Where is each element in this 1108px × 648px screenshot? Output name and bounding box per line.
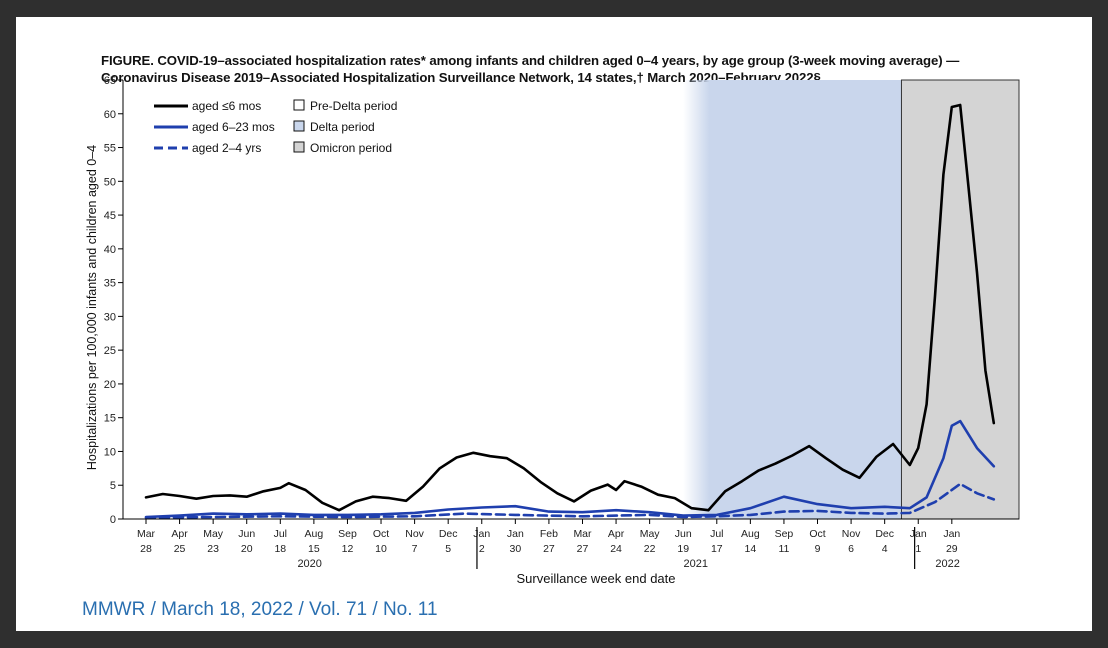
x-tick-month: Jan bbox=[943, 528, 960, 540]
legend-swatch-period-2 bbox=[293, 120, 305, 132]
x-tick-day: 24 bbox=[610, 543, 622, 555]
x-tick-day: 7 bbox=[412, 543, 418, 555]
x-tick-month: Nov bbox=[405, 528, 424, 540]
legend-label-series-3: aged 2–4 yrs bbox=[192, 141, 261, 155]
x-tick-day: 6 bbox=[848, 543, 854, 555]
figure-panel: FIGURE. COVID-19–associated hospitalizat… bbox=[16, 17, 1092, 631]
x-tick-month: Nov bbox=[842, 528, 861, 540]
x-tick-day: 29 bbox=[946, 543, 958, 555]
legend: aged ≤6 mos aged 6–23 mos aged 2–4 yrs Pre-… bbox=[154, 99, 397, 155]
x-tick-month: Jul bbox=[274, 528, 287, 540]
y-tick-label: 10 bbox=[104, 446, 116, 458]
x-tick-month: May bbox=[640, 528, 661, 540]
axes: 05101520253035404550556065Hospitalizatio… bbox=[85, 75, 1019, 586]
x-tick-month: Mar bbox=[137, 528, 156, 540]
x-tick-month: Jun bbox=[675, 528, 692, 540]
x-tick-month: Jan bbox=[507, 528, 524, 540]
x-tick-day: 5 bbox=[445, 543, 451, 555]
x-tick-month: Jan bbox=[910, 528, 927, 540]
delta-periodband bbox=[683, 80, 902, 519]
legend-label-series-1: aged ≤6 mos bbox=[192, 99, 261, 113]
legend-swatch-period-1 bbox=[293, 99, 305, 111]
x-tick-day: 18 bbox=[274, 543, 286, 555]
y-tick-label: 25 bbox=[104, 345, 116, 357]
x-tick-month: Sep bbox=[775, 528, 794, 540]
x-tick-day: 14 bbox=[745, 543, 757, 555]
x-tick-month: Oct bbox=[373, 528, 389, 540]
x-axis-title: Surveillance week end date bbox=[517, 571, 676, 586]
x-tick-month: Dec bbox=[439, 528, 458, 540]
year-label: 2021 bbox=[684, 558, 708, 570]
y-axis-title: Hospitalizations per 100,000 infants and… bbox=[85, 145, 99, 470]
x-tick-month: Jul bbox=[710, 528, 723, 540]
x-tick-month: Apr bbox=[171, 528, 188, 540]
x-tick-month: Feb bbox=[540, 528, 558, 540]
legend-label-period-2: Delta period bbox=[310, 120, 375, 134]
legend-label-series-2: aged 6–23 mos bbox=[192, 120, 275, 134]
line-chart: 05101520253035404550556065Hospitalizatio… bbox=[85, 75, 1020, 586]
year-label: 2022 bbox=[935, 558, 959, 570]
x-tick-month: Aug bbox=[305, 528, 324, 540]
y-tick-label: 30 bbox=[104, 311, 116, 323]
x-tick-month: Jun bbox=[238, 528, 255, 540]
x-tick-day: 28 bbox=[140, 543, 152, 555]
y-tick-label: 15 bbox=[104, 413, 116, 425]
y-tick-label: 60 bbox=[104, 109, 116, 121]
year-label: 2020 bbox=[297, 558, 321, 570]
x-tick-month: Aug bbox=[741, 528, 760, 540]
x-tick-day: 9 bbox=[815, 543, 821, 555]
x-tick-day: 2 bbox=[479, 543, 485, 555]
y-tick-label: 35 bbox=[104, 278, 116, 290]
chart-title-line-2: Coronavirus Disease 2019–Associated Hosp… bbox=[101, 70, 821, 85]
x-tick-day: 1 bbox=[915, 543, 921, 555]
x-tick-day: 19 bbox=[677, 543, 689, 555]
omicron-periodband bbox=[901, 80, 1019, 519]
x-tick-month: Jan bbox=[473, 528, 490, 540]
citation: MMWR / March 18, 2022 / Vol. 71 / No. 11 bbox=[82, 599, 438, 620]
chart-title-line-1: FIGURE. COVID-19–associated hospitalizat… bbox=[101, 53, 960, 68]
series-line-1 bbox=[144, 103, 996, 512]
legend-label-period-1: Pre-Delta period bbox=[310, 99, 397, 113]
x-tick-day: 27 bbox=[543, 543, 555, 555]
x-tick-day: 23 bbox=[207, 543, 219, 555]
y-tick-label: 5 bbox=[110, 480, 116, 492]
legend-label-period-3: Omicron period bbox=[310, 141, 392, 155]
x-tick-month: Oct bbox=[809, 528, 825, 540]
x-tick-day: 4 bbox=[882, 543, 888, 555]
x-tick-day: 22 bbox=[644, 543, 656, 555]
y-tick-label: 55 bbox=[104, 143, 116, 155]
series-lines bbox=[144, 103, 996, 519]
y-tick-label: 40 bbox=[104, 244, 116, 256]
y-tick-label: 20 bbox=[104, 379, 116, 391]
y-tick-label: 50 bbox=[104, 176, 116, 188]
x-tick-day: 12 bbox=[342, 543, 354, 555]
x-tick-day: 10 bbox=[375, 543, 387, 555]
x-tick-day: 27 bbox=[577, 543, 589, 555]
x-tick-month: Mar bbox=[573, 528, 592, 540]
legend-swatch-period-3 bbox=[293, 141, 305, 153]
period-bands bbox=[683, 79, 1020, 520]
series-line-3 bbox=[144, 482, 996, 519]
y-tick-label: 65 bbox=[104, 75, 116, 87]
y-tick-label: 0 bbox=[110, 514, 116, 526]
x-tick-day: 25 bbox=[174, 543, 186, 555]
x-tick-day: 17 bbox=[711, 543, 723, 555]
y-tick-label: 45 bbox=[104, 210, 116, 222]
x-tick-day: 20 bbox=[241, 543, 253, 555]
x-tick-day: 15 bbox=[308, 543, 320, 555]
x-tick-month: Apr bbox=[608, 528, 625, 540]
x-tick-month: Dec bbox=[875, 528, 894, 540]
x-tick-day: 30 bbox=[509, 543, 521, 555]
x-tick-month: May bbox=[203, 528, 224, 540]
x-tick-day: 11 bbox=[778, 543, 789, 555]
x-tick-month: Sep bbox=[338, 528, 357, 540]
series-line-2 bbox=[144, 419, 996, 519]
